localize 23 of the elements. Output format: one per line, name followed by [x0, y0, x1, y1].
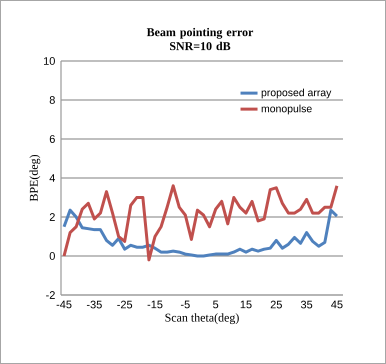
x-tick-label: -5 — [180, 300, 190, 308]
y-axis-title: BPE(deg) — [29, 154, 40, 202]
x-tick-label: 35 — [300, 300, 312, 308]
x-tick-label: 25 — [270, 300, 282, 308]
x-tick-label: -35 — [86, 300, 102, 308]
legend-label: monopulse — [262, 104, 312, 114]
y-tick-label: 4 — [50, 174, 56, 182]
y-tick-label: 0 — [50, 252, 55, 260]
x-tick-label: -15 — [148, 300, 162, 308]
x-tick-label: -45 — [56, 300, 72, 308]
y-tick-label: 8 — [50, 96, 55, 104]
chart-title: Beam pointing error SNR=10 dB — [146, 28, 254, 50]
legend-label: proposed array — [262, 88, 332, 98]
y-tick-label: 10 — [44, 57, 55, 65]
y-tick-label: -2 — [46, 291, 55, 299]
y-tick-label: 2 — [50, 213, 55, 221]
line-series — [62, 184, 338, 262]
y-tick-label: 6 — [50, 135, 55, 143]
x-tick-label: 45 — [331, 300, 343, 308]
x-axis-title: Scan theta(deg) — [165, 313, 239, 324]
x-tick-label: 5 — [213, 300, 218, 308]
x-tick-label: -25 — [117, 300, 132, 308]
x-tick-label: 15 — [240, 300, 252, 308]
